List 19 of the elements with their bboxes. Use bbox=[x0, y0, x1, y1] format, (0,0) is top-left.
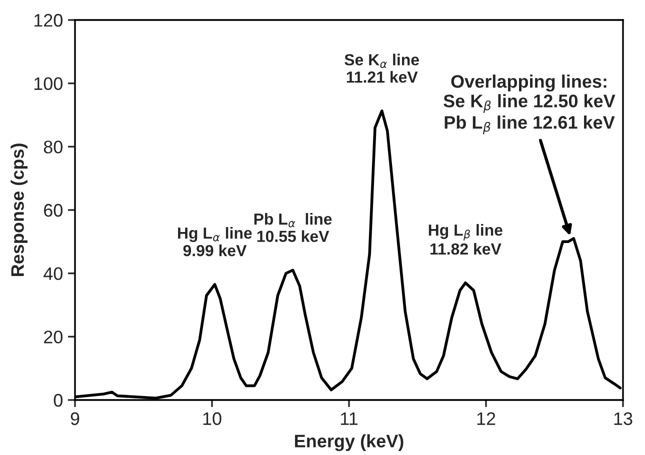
x-tick-label: 13 bbox=[614, 412, 632, 426]
y-tick-label: 40 bbox=[44, 267, 62, 280]
y-tick-label: 80 bbox=[44, 140, 62, 154]
annotation: Se K$_{α}$ line 11.21 keV bbox=[344, 54, 419, 83]
y-tick-label: 100 bbox=[34, 77, 62, 90]
annotation: Hg L$_{α}$ line 9.99 keV bbox=[178, 227, 252, 256]
y-tick-label: 120 bbox=[34, 14, 62, 27]
y-axis-title: Response (cps) bbox=[10, 144, 28, 276]
y-tick-label: 0 bbox=[54, 394, 62, 407]
x-axis-title: Energy (keV) bbox=[295, 434, 404, 452]
x-tick-label: 12 bbox=[477, 412, 496, 425]
annotation: Overlapping lines: Se K$_{β}$ line 12.50 keV Pb L$_{β}$ line 12.61 keV bbox=[444, 74, 616, 134]
annotation: Pb L$_{α}$ line 10.55 keV bbox=[254, 212, 332, 242]
y-tick-label: 20 bbox=[44, 330, 62, 344]
annotation: Hg L$_{β}$ line 11.82 keV bbox=[428, 224, 502, 255]
x-tick-label: 9 bbox=[70, 412, 80, 426]
x-tick-label: 10 bbox=[203, 412, 222, 426]
x-tick-label: 11 bbox=[341, 412, 358, 425]
y-tick-label: 60 bbox=[44, 204, 62, 217]
